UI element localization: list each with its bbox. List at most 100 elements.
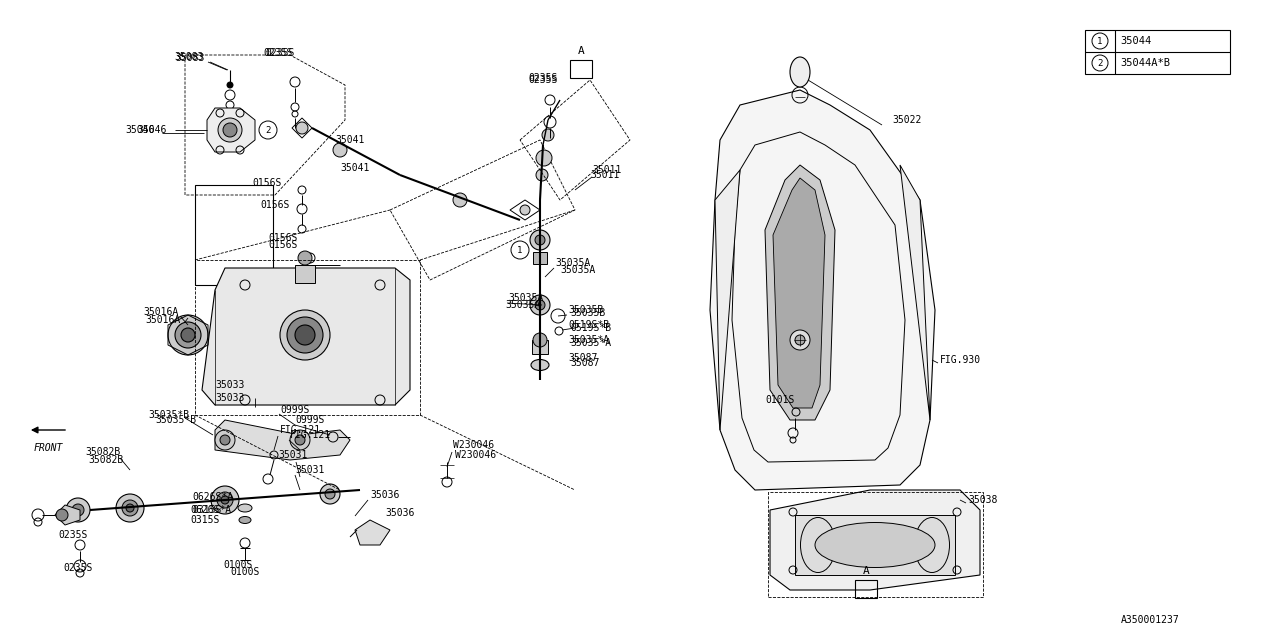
Text: W230046: W230046 — [453, 440, 494, 450]
Circle shape — [125, 504, 134, 512]
Polygon shape — [771, 490, 980, 590]
Text: 35087: 35087 — [568, 353, 598, 363]
Circle shape — [218, 492, 233, 508]
Circle shape — [333, 143, 347, 157]
Text: 0156S: 0156S — [252, 178, 282, 188]
Text: 35041: 35041 — [340, 163, 370, 173]
Ellipse shape — [239, 516, 251, 524]
Circle shape — [294, 325, 315, 345]
Circle shape — [294, 435, 305, 445]
Polygon shape — [900, 165, 931, 420]
Circle shape — [218, 118, 242, 142]
Text: 35022: 35022 — [892, 115, 922, 125]
Text: 0100S: 0100S — [223, 560, 252, 570]
Text: 0100S: 0100S — [230, 567, 260, 577]
Text: 0519S*B: 0519S*B — [568, 320, 609, 330]
Text: 35035A: 35035A — [561, 265, 595, 275]
Circle shape — [325, 489, 335, 499]
Circle shape — [168, 315, 209, 355]
Circle shape — [211, 486, 239, 514]
Text: 0626S*A: 0626S*A — [189, 505, 232, 515]
Text: 35083: 35083 — [174, 52, 204, 62]
Text: 35038: 35038 — [968, 495, 997, 505]
Circle shape — [215, 430, 236, 450]
Text: 0235S: 0235S — [265, 48, 294, 58]
Circle shape — [535, 300, 545, 310]
Circle shape — [530, 295, 550, 315]
Text: 35033: 35033 — [215, 380, 244, 390]
Polygon shape — [215, 420, 349, 460]
Text: 35011: 35011 — [593, 165, 621, 175]
Circle shape — [296, 122, 308, 134]
Circle shape — [320, 484, 340, 504]
Circle shape — [72, 504, 84, 516]
Circle shape — [520, 205, 530, 215]
Circle shape — [536, 169, 548, 181]
Text: 35031: 35031 — [278, 450, 307, 460]
Bar — [768, 492, 983, 597]
Text: 35035*A: 35035*A — [570, 338, 611, 348]
Text: 1: 1 — [517, 246, 522, 255]
Text: 0999S: 0999S — [280, 405, 310, 415]
Circle shape — [790, 330, 810, 350]
Text: 35036: 35036 — [385, 508, 415, 518]
Text: FIG.121: FIG.121 — [280, 425, 321, 435]
Circle shape — [175, 322, 201, 348]
Text: 0235S: 0235S — [262, 48, 292, 58]
Circle shape — [795, 335, 805, 345]
Text: 0519S*B: 0519S*B — [570, 323, 611, 333]
Text: 0235S: 0235S — [529, 75, 557, 85]
Circle shape — [67, 498, 90, 522]
Text: 35031: 35031 — [294, 465, 324, 475]
Text: 0235S: 0235S — [529, 73, 557, 83]
Text: 35082B: 35082B — [88, 455, 123, 465]
Circle shape — [532, 333, 547, 347]
Bar — [294, 265, 315, 283]
Circle shape — [536, 150, 552, 166]
Text: 35035*B: 35035*B — [148, 410, 189, 420]
Text: 0315S: 0315S — [189, 515, 219, 525]
Text: 2: 2 — [265, 125, 270, 134]
Text: 0156S: 0156S — [268, 233, 297, 243]
Polygon shape — [207, 108, 255, 152]
Polygon shape — [202, 268, 410, 405]
Circle shape — [122, 500, 138, 516]
Polygon shape — [55, 505, 81, 525]
Text: 35041: 35041 — [335, 135, 365, 145]
Text: FIG.930: FIG.930 — [940, 355, 982, 365]
Text: 35033: 35033 — [215, 393, 244, 403]
Text: 1: 1 — [1097, 36, 1102, 45]
Text: 35035A: 35035A — [506, 300, 540, 310]
Text: 35083: 35083 — [175, 53, 205, 63]
Circle shape — [280, 310, 330, 360]
Bar — [532, 340, 548, 354]
Text: FRONT: FRONT — [33, 443, 63, 453]
Ellipse shape — [914, 518, 950, 573]
Circle shape — [530, 230, 550, 250]
Circle shape — [220, 435, 230, 445]
Text: 35016A: 35016A — [143, 307, 178, 317]
Text: 2: 2 — [1097, 58, 1102, 67]
Circle shape — [291, 430, 310, 450]
Circle shape — [223, 123, 237, 137]
Circle shape — [541, 129, 554, 141]
Text: 0156S: 0156S — [268, 240, 297, 250]
Bar — [855, 580, 877, 598]
Circle shape — [298, 251, 312, 265]
Circle shape — [116, 494, 145, 522]
Text: W230046: W230046 — [454, 450, 497, 460]
Text: 35046: 35046 — [125, 125, 155, 135]
Ellipse shape — [790, 57, 810, 87]
Circle shape — [180, 328, 195, 342]
Text: 0235S: 0235S — [58, 530, 87, 540]
Ellipse shape — [238, 504, 252, 512]
Text: 35044A*B: 35044A*B — [1120, 58, 1170, 68]
Circle shape — [56, 509, 68, 521]
Text: 0156S: 0156S — [260, 200, 289, 210]
Circle shape — [535, 235, 545, 245]
Text: 0101S: 0101S — [765, 395, 795, 405]
Text: 0235S: 0235S — [63, 563, 92, 573]
Text: 35035*A: 35035*A — [568, 335, 609, 345]
Polygon shape — [716, 170, 740, 430]
Text: 35082B: 35082B — [84, 447, 120, 457]
